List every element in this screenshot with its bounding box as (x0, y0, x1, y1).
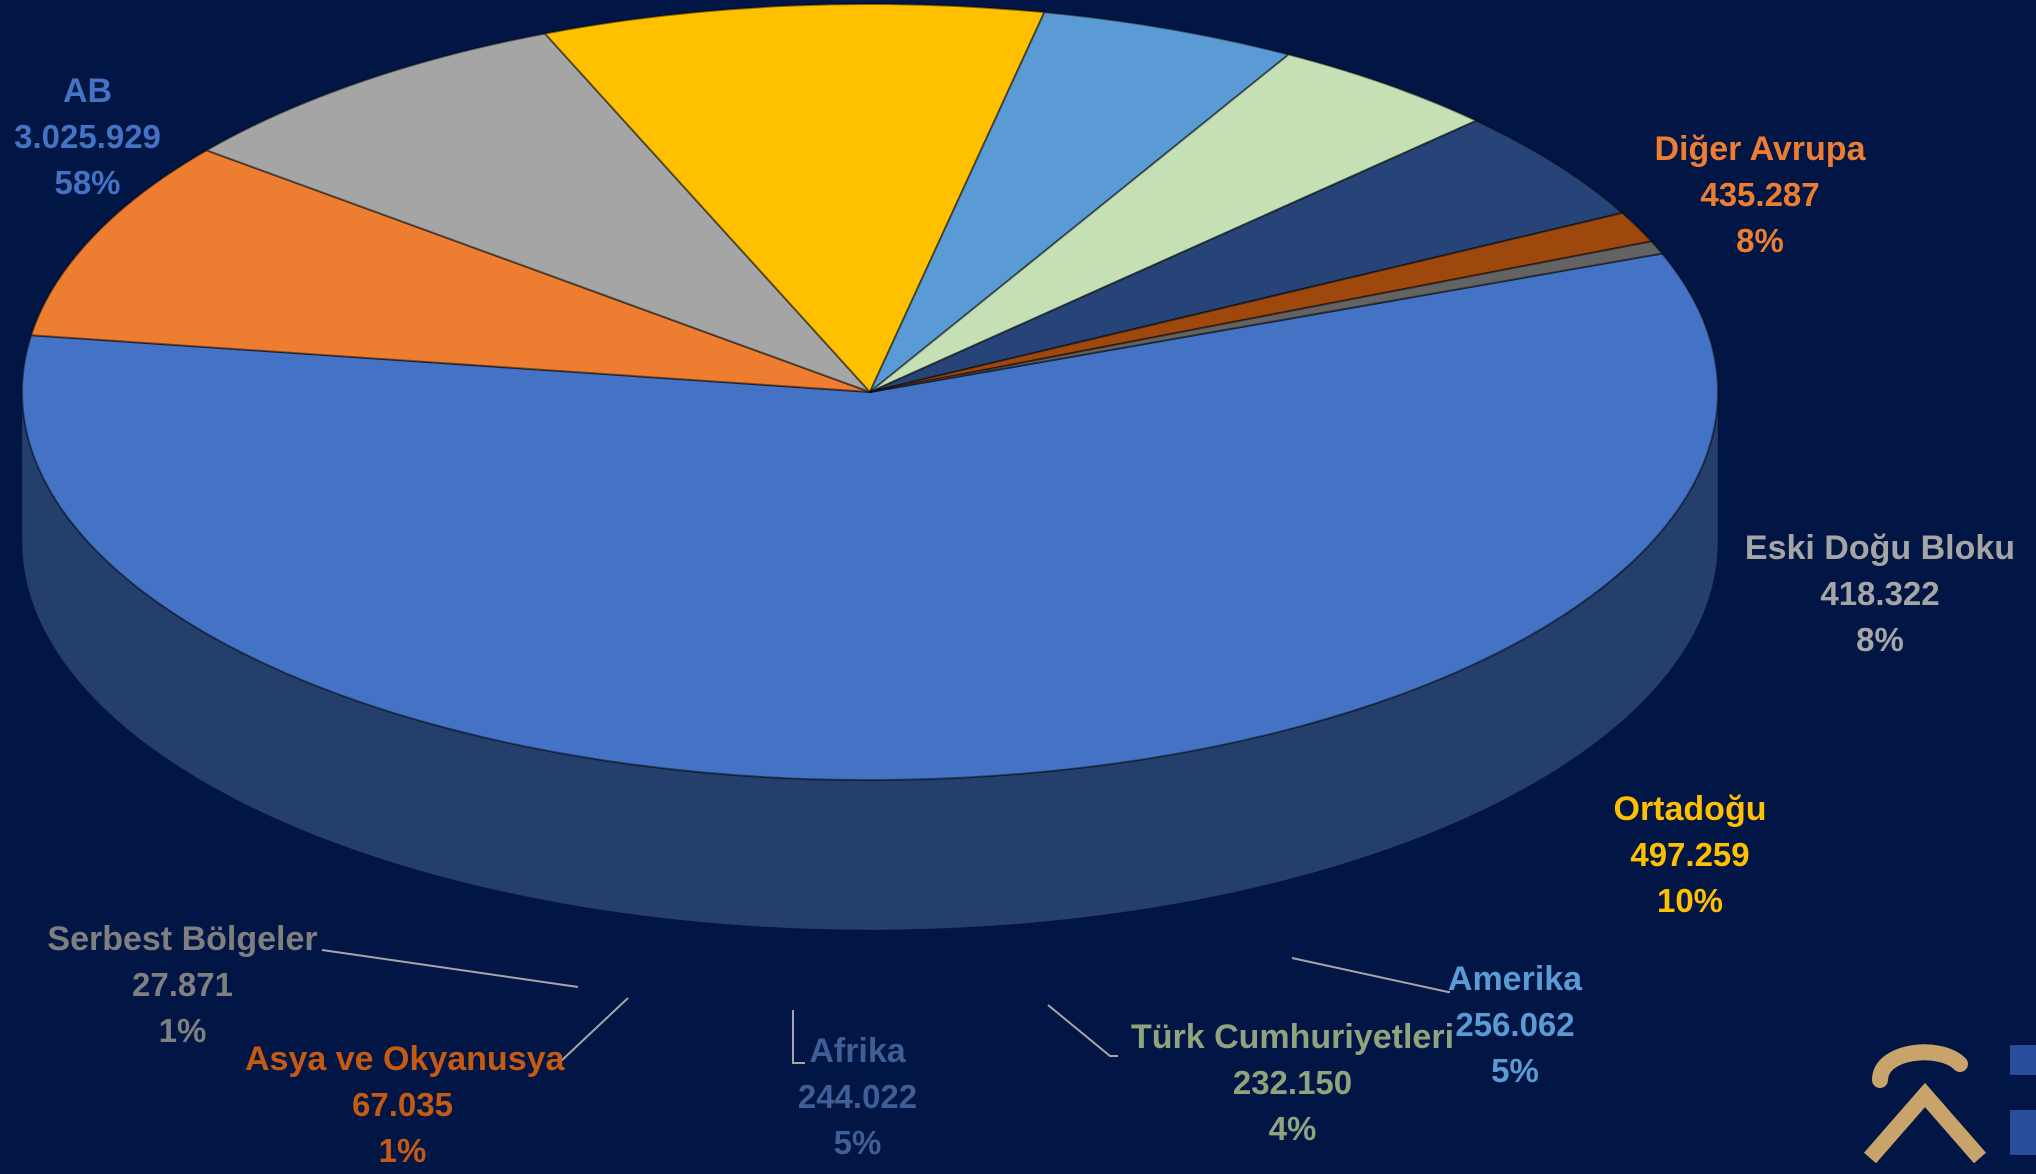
slice-value: 256.062 (1455, 1006, 1575, 1043)
slice-percent: 5% (1491, 1052, 1539, 1089)
brand-logo-icon (1850, 1040, 2036, 1168)
slice-value: 497.259 (1630, 836, 1750, 873)
leader-line (1047, 1004, 1118, 1057)
slice-percent: 1% (158, 1012, 207, 1049)
leader-line (321, 949, 579, 988)
leader-line (559, 997, 629, 1063)
pie-slice-t-rk-cumhuriyetleri (869, 53, 1479, 393)
slice-name: Diğer Avrupa (1654, 130, 1866, 168)
slice-value: 232.150 (1232, 1064, 1353, 1101)
slice-label-ortadogu: Ortadoğu 497.259 10% (1600, 786, 1780, 924)
slice-name: Asya ve Okyanusya (245, 1040, 565, 1078)
slice-percent: 8% (1856, 621, 1904, 658)
pie-slice-ortado-u (543, 3, 1046, 394)
slice-percent: 1% (378, 1132, 427, 1169)
slice-value: 244.022 (797, 1078, 918, 1115)
slice-name: Türk Cumhuriyetleri (1130, 1018, 1455, 1056)
slice-label-asya-ve-okyanusya: Asya ve Okyanusya 67.035 1% (245, 1036, 565, 1174)
slice-value: 435.287 (1700, 176, 1820, 213)
slice-label-ab: AB 3.025.929 58% (0, 68, 175, 206)
slice-label-serbest-bolgeler: Serbest Bölgeler 27.871 1% (40, 916, 325, 1054)
leader-line (792, 1010, 805, 1064)
pie-slice-afrika (869, 119, 1625, 393)
leader-line (1291, 957, 1450, 993)
slice-name: Ortadoğu (1613, 790, 1767, 828)
slice-value: 67.035 (352, 1086, 453, 1123)
slice-percent: 8% (1736, 222, 1784, 259)
slice-value: 418.322 (1820, 575, 1940, 612)
pie-slice-amerika (869, 11, 1291, 393)
slice-name: Amerika (1447, 960, 1583, 998)
slice-name: Eski Doğu Bloku (1744, 529, 2016, 567)
slice-value: 3.025.929 (14, 118, 161, 155)
slice-percent: 10% (1656, 882, 1724, 919)
slice-percent: 5% (833, 1124, 882, 1161)
pie-slice-eski-do-u-bloku (204, 32, 871, 393)
pie-slice-asya-ve-okyanusya (869, 211, 1654, 393)
slice-percent: 58% (54, 164, 121, 201)
slice-label-turk-cumhuriyetleri: Türk Cumhuriyetleri 232.150 4% (1120, 1014, 1465, 1152)
pie-slice-serbest-b-lgeler (869, 240, 1665, 393)
slice-label-afrika: Afrika 244.022 5% (780, 1028, 935, 1166)
slice-name: AB (62, 72, 113, 110)
pie-slice-di-er-avrupa (29, 149, 871, 393)
slice-name: Serbest Bölgeler (47, 920, 318, 958)
pie-slice-ab (21, 252, 1719, 781)
slice-value: 27.871 (132, 966, 233, 1003)
slice-label-diger-avrupa: Diğer Avrupa 435.287 8% (1640, 126, 1880, 264)
slice-label-eski-dogu-bloku: Eski Doğu Bloku 418.322 8% (1740, 525, 2020, 663)
slice-percent: 4% (1268, 1110, 1317, 1147)
slice-name: Afrika (809, 1032, 906, 1070)
slice-label-amerika: Amerika 256.062 5% (1440, 956, 1590, 1094)
